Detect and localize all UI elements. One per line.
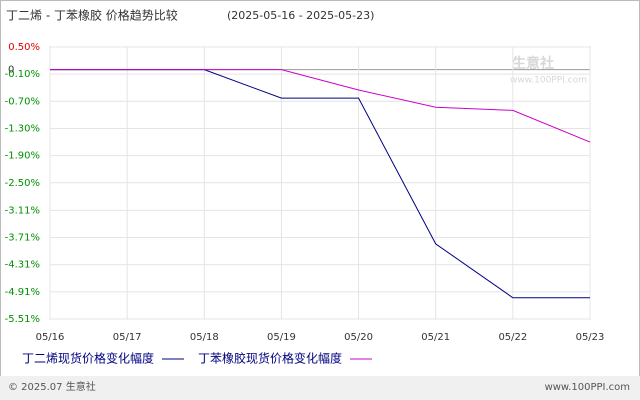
x-tick-label: 05/23 — [576, 332, 605, 343]
y-tick-label: -1.30% — [5, 123, 40, 134]
footer-left: © 2025.07 生意社 — [8, 380, 96, 393]
y-tick-label: 0.50% — [8, 42, 40, 53]
y-tick-label: -5.51% — [5, 314, 40, 325]
chart-subtitle: (2025-05-16 - 2025-05-23) — [227, 9, 374, 22]
chart-title: 丁二烯 - 丁苯橡胶 价格趋势比较 — [6, 8, 178, 23]
y-tick-label: -1.90% — [5, 151, 40, 162]
y-tick-label: -0.70% — [5, 96, 40, 107]
watermark-name: 生意社 — [512, 55, 554, 72]
footer-bar — [0, 376, 640, 400]
legend-label: 丁二烯现货价格变化幅度 — [22, 351, 154, 366]
x-tick-label: 05/17 — [113, 332, 142, 343]
x-tick-label: 05/16 — [36, 332, 65, 343]
watermark-url: www.100PPI.com — [510, 76, 587, 86]
y-tick-label: -3.71% — [5, 233, 40, 244]
footer-right: www.100PPI.com — [545, 382, 630, 393]
x-tick-label: 05/22 — [498, 332, 527, 343]
series-line — [50, 69, 591, 143]
y-tick-label: -4.31% — [5, 260, 40, 271]
legend-label: 丁苯橡胶现货价格变化幅度 — [198, 351, 342, 366]
y-tick-label: -3.11% — [5, 205, 40, 216]
x-tick-label: 05/18 — [190, 332, 219, 343]
y-tick-label: -2.50% — [5, 178, 40, 189]
y-tick-label: -0.10% — [5, 69, 40, 80]
x-tick-label: 05/20 — [344, 332, 373, 343]
y-tick-label: 0 — [8, 65, 14, 76]
x-tick-label: 05/21 — [421, 332, 450, 343]
y-tick-label: -4.91% — [5, 287, 40, 298]
x-tick-label: 05/19 — [267, 332, 296, 343]
